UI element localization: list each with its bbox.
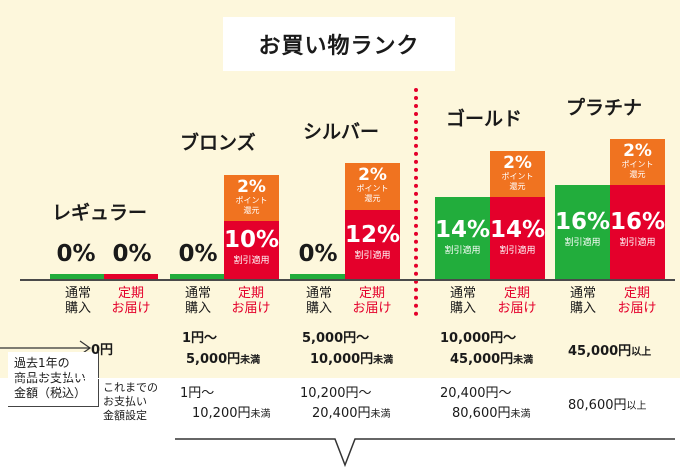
- gold-tsujo-col-label: 通常 購入: [449, 286, 476, 316]
- rank-name-platinum: プラチナ: [566, 97, 643, 119]
- regular-tsujo-col-label: 通常 購入: [64, 286, 91, 316]
- bronze-tsujo-rate: 0%: [178, 241, 218, 267]
- silver-teiki-label: 割引適用: [354, 251, 391, 261]
- gold-tsujo-label: 割引適用: [444, 246, 481, 256]
- bronze-tsujo-bar: [170, 274, 224, 279]
- regular-tsujo-bar: [50, 274, 104, 279]
- total-payment-label: これまでの お支払い 金額設定: [103, 381, 158, 422]
- silver-teiki-bar: 12% 割引適用: [345, 210, 400, 279]
- gold-past-year-to: 45,000円未満: [450, 352, 534, 367]
- gold-tsujo-rate: 14%: [435, 217, 491, 243]
- gold-bonus-label2: 還元: [509, 181, 526, 191]
- silver-tsujo-col-label: 通常 購入: [305, 286, 332, 316]
- bronze-bonus-badge: 2% ポイント 還元: [224, 175, 279, 221]
- silver-past-year-to: 10,000円未満: [310, 352, 394, 367]
- gold-total-to: 80,600円未満: [452, 406, 531, 421]
- bronze-teiki-label: 割引適用: [233, 256, 270, 266]
- platinum-tsujo-col-label: 通常 購入: [569, 286, 596, 316]
- regular-tsujo-rate: 0%: [56, 241, 96, 267]
- regular-teiki-col-label: 定期 お届け: [111, 286, 151, 316]
- silver-bonus-rate: 2%: [358, 165, 387, 185]
- silver-teiki-col-label: 定期 お届け: [352, 286, 392, 316]
- silver-teiki-rate: 12%: [345, 222, 401, 248]
- platinum-bonus-rate: 2%: [623, 141, 652, 161]
- platinum-past-year-amount: 45,000円以上: [568, 344, 652, 359]
- bronze-teiki-bar: 10% 割引適用: [224, 221, 279, 279]
- silver-bonus-label1: ポイント: [356, 184, 389, 193]
- platinum-teiki-bar: 16% 割引適用: [610, 185, 665, 279]
- gold-teiki-col-label: 定期 お届け: [497, 286, 537, 316]
- bronze-bonus-rate: 2%: [237, 177, 266, 197]
- silver-total-to: 20,400円未満: [312, 406, 391, 421]
- platinum-tsujo-rate: 16%: [555, 209, 611, 235]
- section-divider: [0, 378, 680, 379]
- gold-bonus-badge: 2% ポイント 還元: [490, 151, 545, 197]
- silver-bonus-label2: 還元: [364, 193, 381, 203]
- platinum-teiki-label: 割引適用: [619, 238, 656, 248]
- silver-past-year-from: 5,000円～: [302, 331, 370, 346]
- gold-bonus-rate: 2%: [503, 153, 532, 173]
- silver-tsujo-bar: [290, 274, 345, 279]
- regular-past-year-amount: 0円: [91, 343, 114, 358]
- rank-name-bronze: ブロンズ: [180, 132, 256, 154]
- bottom-bracket: [175, 438, 675, 467]
- rank-name-gold: ゴールド: [446, 108, 523, 130]
- gold-tsujo-bar: 14% 割引適用: [435, 197, 490, 279]
- regular-teiki-rate: 0%: [112, 241, 152, 267]
- payment-label-box: [8, 352, 99, 407]
- gold-teiki-bar: 14% 割引適用: [490, 197, 545, 279]
- bronze-tsujo-col-label: 通常 購入: [184, 286, 211, 316]
- rank-divider: [414, 88, 418, 316]
- platinum-bonus-label1: ポイント: [621, 160, 654, 169]
- gold-past-year-from: 10,000円～: [440, 331, 517, 346]
- platinum-teiki-col-label: 定期 お届け: [617, 286, 657, 316]
- bronze-total-to: 10,200円未満: [192, 406, 271, 421]
- chart-baseline: [20, 279, 675, 281]
- rank-name-regular: レギュラー: [52, 202, 148, 224]
- gold-total-from: 20,400円～: [440, 386, 512, 401]
- gold-teiki-label: 割引適用: [499, 246, 536, 256]
- platinum-total-amount: 80,600円以上: [568, 398, 647, 413]
- platinum-tsujo-bar: 16% 割引適用: [555, 185, 610, 279]
- bronze-total-from: 1円～: [180, 386, 215, 401]
- bronze-teiki-col-label: 定期 お届け: [231, 286, 271, 316]
- gold-teiki-rate: 14%: [490, 217, 546, 243]
- bronze-teiki-rate: 10%: [224, 227, 280, 253]
- platinum-bonus-badge: 2% ポイント 還元: [610, 139, 665, 185]
- bronze-past-year-from: 1円～: [182, 331, 218, 346]
- silver-bonus-badge: 2% ポイント 還元: [345, 163, 400, 210]
- page-title: お買い物ランク: [223, 17, 455, 71]
- regular-teiki-bar: [104, 274, 158, 279]
- platinum-tsujo-label: 割引適用: [564, 238, 601, 248]
- platinum-teiki-rate: 16%: [610, 209, 666, 235]
- bronze-bonus-label2: 還元: [243, 205, 260, 215]
- rank-name-silver: シルバー: [303, 121, 380, 143]
- silver-tsujo-rate: 0%: [298, 241, 338, 267]
- gold-bonus-label1: ポイント: [501, 172, 534, 181]
- silver-total-from: 10,200円～: [300, 386, 372, 401]
- platinum-bonus-label2: 還元: [629, 169, 646, 179]
- bronze-past-year-to: 5,000円未満: [186, 352, 261, 367]
- bronze-bonus-label1: ポイント: [235, 196, 268, 205]
